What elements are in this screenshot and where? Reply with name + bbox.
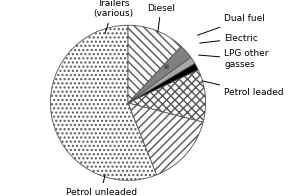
Text: Trailers
(various): Trailers (various): [93, 0, 133, 33]
Text: Dual fuel: Dual fuel: [198, 14, 265, 35]
Wedge shape: [128, 57, 195, 103]
Wedge shape: [128, 25, 181, 103]
Text: Diesel: Diesel: [147, 4, 175, 32]
Text: LPG other
gasses: LPG other gasses: [199, 49, 269, 69]
Wedge shape: [51, 25, 157, 180]
Text: Petrol leaded: Petrol leaded: [203, 81, 284, 97]
Wedge shape: [128, 70, 205, 122]
Wedge shape: [128, 103, 203, 175]
Wedge shape: [128, 63, 198, 103]
Wedge shape: [128, 46, 191, 103]
Text: Electric: Electric: [200, 34, 258, 43]
Text: Petrol unleaded: Petrol unleaded: [66, 174, 137, 196]
